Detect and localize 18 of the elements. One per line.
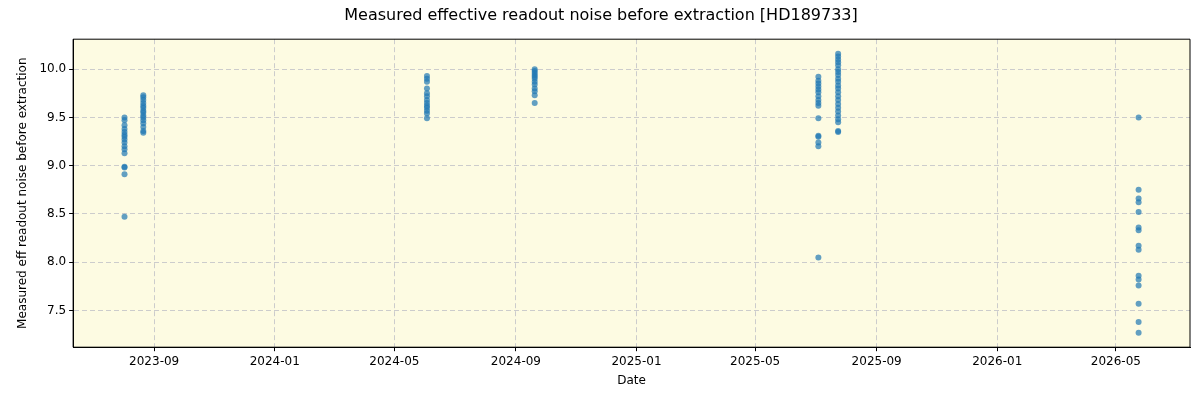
chart-title: Measured effective readout noise before extraction [HD189733] <box>344 4 858 24</box>
y-tick-label: 8.5 <box>47 206 67 221</box>
y-tick-label: 8.0 <box>47 254 67 269</box>
x-tick-label: 2024-05 <box>369 353 420 368</box>
y-tick-label: 10.0 <box>39 61 67 76</box>
x-tick-label: 2026-01 <box>972 353 1023 368</box>
x-tick-label: 2025-01 <box>611 353 662 368</box>
x-tick-label: 2025-09 <box>851 353 902 368</box>
y-axis-title: Measured eff readout noise before extraction <box>15 57 30 329</box>
y-tick-label: 9.5 <box>47 109 67 124</box>
x-tick-label: 2024-01 <box>249 353 300 368</box>
x-tick-label: 2023-09 <box>129 353 180 368</box>
y-tick-label: 7.5 <box>47 302 67 317</box>
x-tick-label: 2026-05 <box>1090 353 1141 368</box>
x-tick-label: 2025-05 <box>730 353 781 368</box>
x-tick-label: 2024-09 <box>490 353 541 368</box>
y-tick-label: 9.0 <box>47 157 67 172</box>
x-axis-title: Date <box>617 372 646 387</box>
